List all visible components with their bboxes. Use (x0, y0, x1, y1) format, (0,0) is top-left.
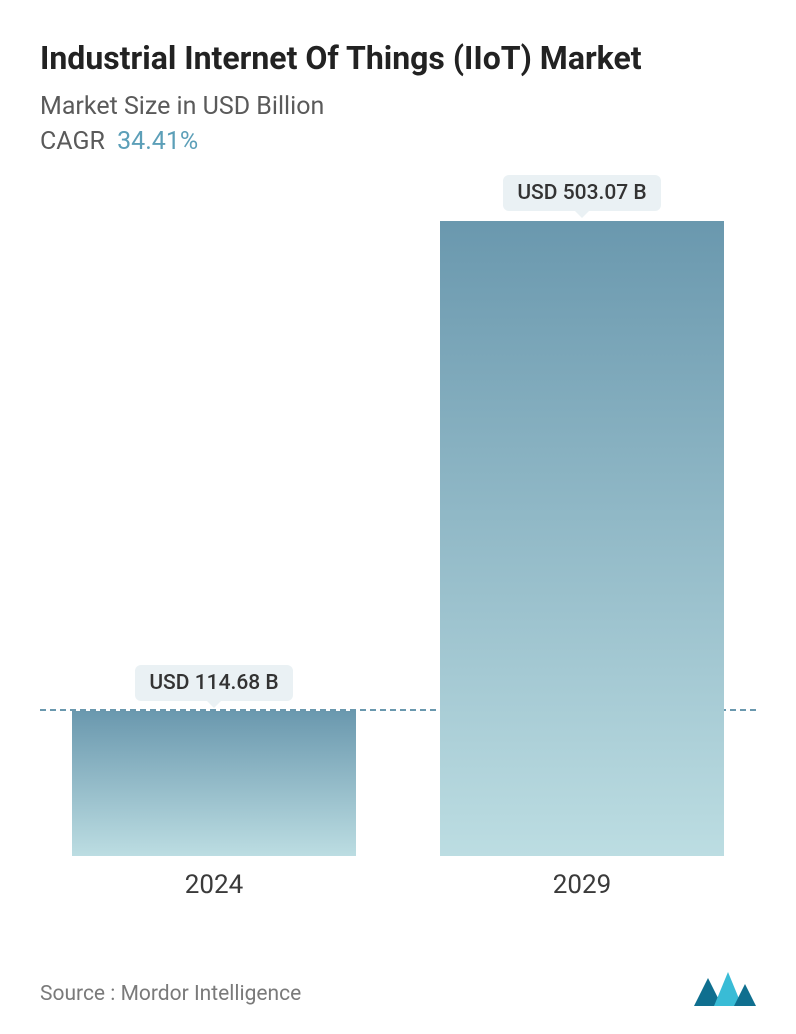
source-text: Source : Mordor Intelligence (40, 982, 301, 1006)
cagr-line: CAGR 34.41% (40, 127, 756, 156)
x-label-1: 2029 (440, 870, 724, 900)
x-label-0: 2024 (72, 870, 356, 900)
value-label-0: USD 114.68 B (135, 665, 292, 701)
cagr-value: 34.41% (117, 127, 198, 156)
bars-container: USD 114.68 B USD 503.07 B (40, 166, 756, 856)
x-axis-labels: 2024 2029 (40, 856, 756, 900)
brand-logo-icon (694, 972, 756, 1006)
bar-1 (440, 221, 724, 856)
bar-chart: USD 114.68 B USD 503.07 B (40, 166, 756, 856)
bar-col-1: USD 503.07 B (440, 175, 724, 856)
chart-footer: Source : Mordor Intelligence (40, 972, 756, 1006)
cagr-label: CAGR (40, 127, 105, 156)
chart-title: Industrial Internet Of Things (IIoT) Mar… (40, 38, 680, 78)
value-label-1: USD 503.07 B (503, 175, 660, 211)
chart-subtitle: Market Size in USD Billion (40, 92, 756, 121)
bar-0 (72, 711, 356, 856)
bar-col-0: USD 114.68 B (72, 665, 356, 856)
